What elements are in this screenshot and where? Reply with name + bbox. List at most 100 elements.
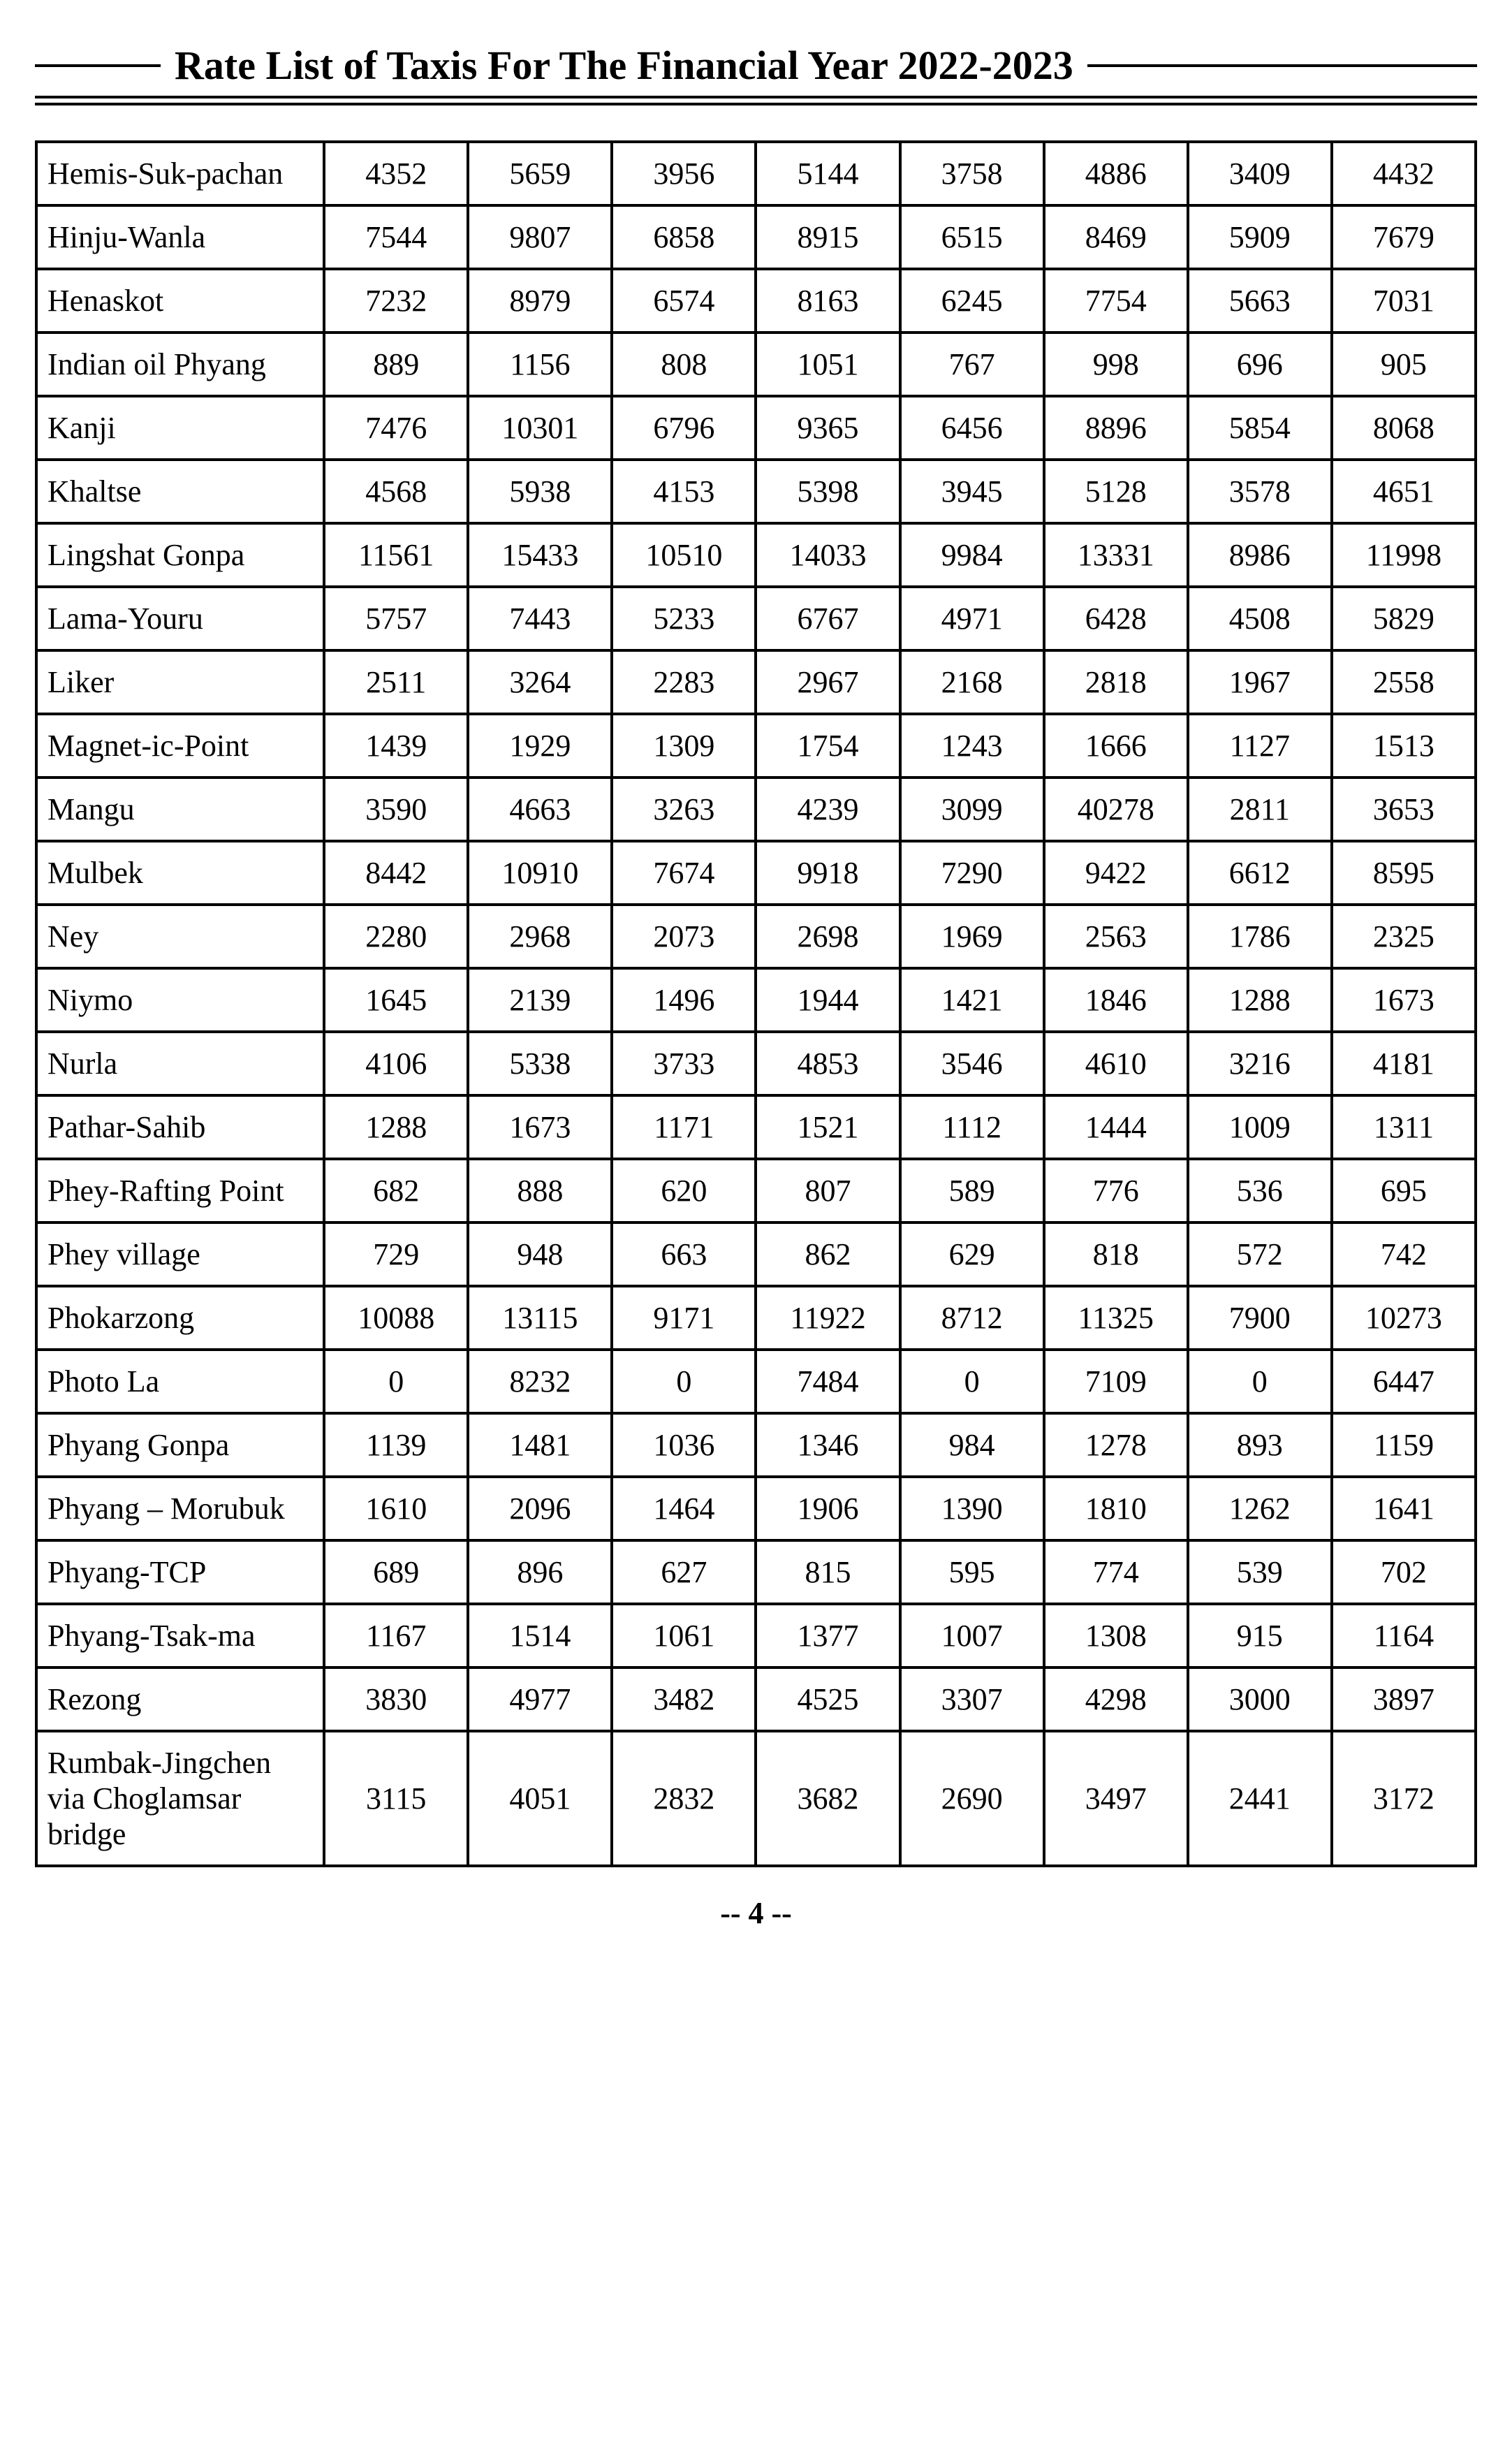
rate-value: 1308 <box>1044 1604 1188 1667</box>
rate-value: 6574 <box>612 269 756 333</box>
rate-value: 2563 <box>1044 905 1188 968</box>
rate-value: 7754 <box>1044 269 1188 333</box>
rate-value: 10910 <box>468 841 612 905</box>
rate-value: 7476 <box>324 396 468 460</box>
rate-value: 2441 <box>1188 1731 1332 1866</box>
rate-value: 10273 <box>1332 1286 1476 1350</box>
rate-value: 3099 <box>900 778 1044 841</box>
destination-label: Nurla <box>36 1032 324 1095</box>
rate-value: 9365 <box>756 396 900 460</box>
rate-value: 3546 <box>900 1032 1044 1095</box>
table-row: Kanji747610301679693656456889658548068 <box>36 396 1476 460</box>
table-row: Rezong38304977348245253307429830003897 <box>36 1667 1476 1731</box>
rate-value: 1666 <box>1044 714 1188 778</box>
destination-label: Phey village <box>36 1222 324 1286</box>
rate-value: 682 <box>324 1159 468 1222</box>
rate-value: 1309 <box>612 714 756 778</box>
rate-value: 3172 <box>1332 1731 1476 1866</box>
rate-value: 1610 <box>324 1477 468 1540</box>
table-row: Magnet-ic-Point1439192913091754124316661… <box>36 714 1476 778</box>
destination-label: Pathar-Sahib <box>36 1095 324 1159</box>
rate-value: 702 <box>1332 1540 1476 1604</box>
rate-value: 1009 <box>1188 1095 1332 1159</box>
rate-value: 9171 <box>612 1286 756 1350</box>
rate-value: 5909 <box>1188 205 1332 269</box>
rate-value: 0 <box>1188 1350 1332 1413</box>
rate-value: 0 <box>612 1350 756 1413</box>
rate-value: 5144 <box>756 142 900 205</box>
rate-value: 8979 <box>468 269 612 333</box>
rate-value: 2832 <box>612 1731 756 1866</box>
rate-value: 729 <box>324 1222 468 1286</box>
rate-value: 8232 <box>468 1350 612 1413</box>
rate-value: 6456 <box>900 396 1044 460</box>
rate-value: 1311 <box>1332 1095 1476 1159</box>
rate-value: 905 <box>1332 333 1476 396</box>
rate-value: 1288 <box>324 1095 468 1159</box>
rate-value: 4181 <box>1332 1032 1476 1095</box>
rate-value: 7674 <box>612 841 756 905</box>
rate-value: 7232 <box>324 269 468 333</box>
rate-value: 1846 <box>1044 968 1188 1032</box>
rate-value: 6515 <box>900 205 1044 269</box>
destination-label: Phyang-TCP <box>36 1540 324 1604</box>
rate-value: 807 <box>756 1159 900 1222</box>
destination-label: Niymo <box>36 968 324 1032</box>
rate-value: 1444 <box>1044 1095 1188 1159</box>
rate-value: 1496 <box>612 968 756 1032</box>
rate-value: 7109 <box>1044 1350 1188 1413</box>
rate-value: 5663 <box>1188 269 1332 333</box>
table-row: Photo La08232074840710906447 <box>36 1350 1476 1413</box>
rate-value: 5854 <box>1188 396 1332 460</box>
rate-value: 3956 <box>612 142 756 205</box>
rate-value: 1810 <box>1044 1477 1188 1540</box>
rate-value: 889 <box>324 333 468 396</box>
rate-value: 3578 <box>1188 460 1332 523</box>
rate-value: 9984 <box>900 523 1044 587</box>
destination-label: Photo La <box>36 1350 324 1413</box>
destination-label: Ney <box>36 905 324 968</box>
destination-label: Phey-Rafting Point <box>36 1159 324 1222</box>
table-row: Phyang-Tsak-ma11671514106113771007130891… <box>36 1604 1476 1667</box>
rate-value: 1673 <box>468 1095 612 1159</box>
rate-value: 7544 <box>324 205 468 269</box>
rate-value: 4663 <box>468 778 612 841</box>
rate-value: 4853 <box>756 1032 900 1095</box>
title-line: Rate List of Taxis For The Financial Yea… <box>35 42 1477 89</box>
double-rule <box>35 96 1477 105</box>
table-row: Pathar-Sahib1288167311711521111214441009… <box>36 1095 1476 1159</box>
destination-label: Rezong <box>36 1667 324 1731</box>
rate-value: 1036 <box>612 1413 756 1477</box>
rate-value: 774 <box>1044 1540 1188 1604</box>
destination-label: Mulbek <box>36 841 324 905</box>
rate-value: 1243 <box>900 714 1044 778</box>
table-row: Hinju-Wanla75449807685889156515846959097… <box>36 205 1476 269</box>
rate-value: 4106 <box>324 1032 468 1095</box>
page-header: Rate List of Taxis For The Financial Yea… <box>35 42 1477 105</box>
rate-value: 5829 <box>1332 587 1476 650</box>
destination-label: Liker <box>36 650 324 714</box>
rate-value: 2811 <box>1188 778 1332 841</box>
rate-value: 2168 <box>900 650 1044 714</box>
rate-value: 6428 <box>1044 587 1188 650</box>
rule-left <box>35 64 161 67</box>
rate-value: 627 <box>612 1540 756 1604</box>
table-row: Hemis-Suk-pachan435256593956514437584886… <box>36 142 1476 205</box>
rate-value: 2698 <box>756 905 900 968</box>
rate-value: 1786 <box>1188 905 1332 968</box>
rate-value: 1969 <box>900 905 1044 968</box>
destination-label: Hinju-Wanla <box>36 205 324 269</box>
rate-value: 1051 <box>756 333 900 396</box>
rate-value: 1944 <box>756 968 900 1032</box>
table-row: Mangu359046633263423930994027828113653 <box>36 778 1476 841</box>
table-row: Liker25113264228329672168281819672558 <box>36 650 1476 714</box>
rate-value: 663 <box>612 1222 756 1286</box>
rate-value: 1061 <box>612 1604 756 1667</box>
destination-label: Indian oil Phyang <box>36 333 324 396</box>
destination-label: Lingshat Gonpa <box>36 523 324 587</box>
rate-value: 3115 <box>324 1731 468 1866</box>
rate-value: 1673 <box>1332 968 1476 1032</box>
destination-label: Lama-Youru <box>36 587 324 650</box>
rate-value: 3682 <box>756 1731 900 1866</box>
rate-value: 4568 <box>324 460 468 523</box>
